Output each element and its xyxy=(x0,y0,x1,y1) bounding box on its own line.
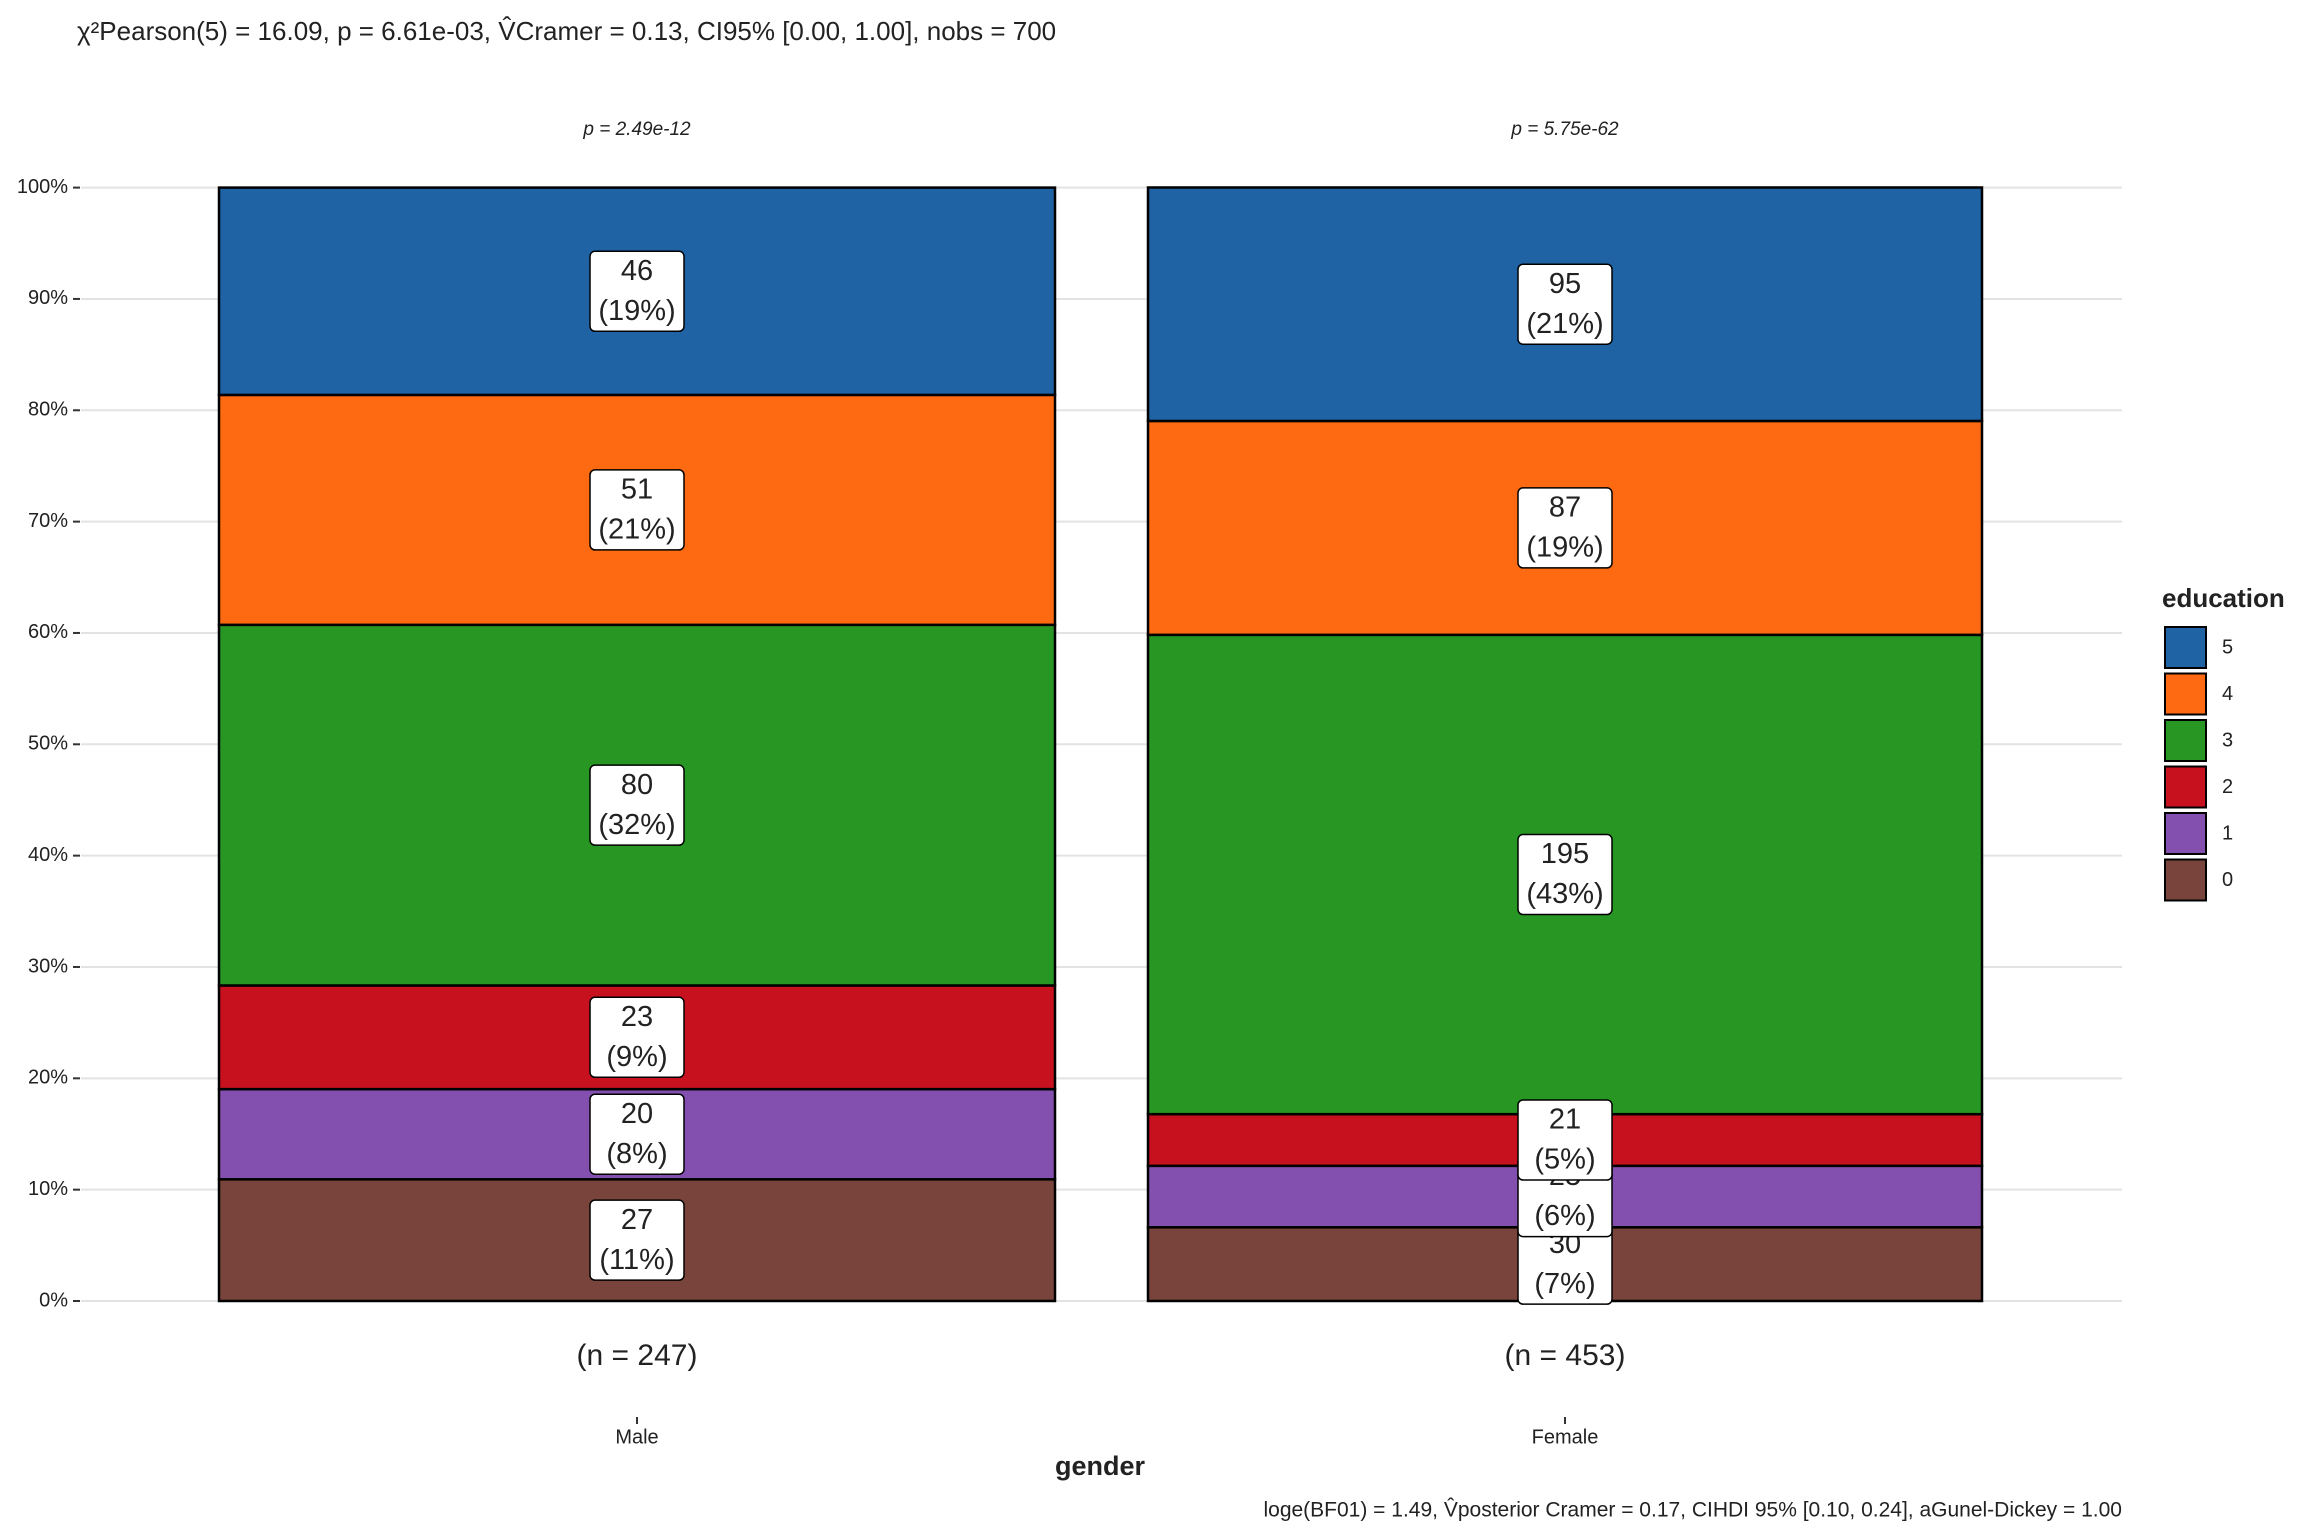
x-axis-title: gender xyxy=(1055,1451,1146,1481)
legend-label: 2 xyxy=(2222,776,2233,798)
legend-label: 5 xyxy=(2222,636,2233,658)
percent-label: (11%) xyxy=(599,1244,674,1276)
y-tick-label: 60% xyxy=(28,621,68,643)
legend-key xyxy=(2164,812,2207,855)
percent-label: (6%) xyxy=(1534,1200,1595,1232)
y-tick-label: 30% xyxy=(28,955,68,977)
x-tick-label: Female xyxy=(1532,1426,1599,1448)
y-tick-label: 20% xyxy=(28,1067,68,1089)
legend-label: 0 xyxy=(2222,869,2233,891)
percent-label: (9%) xyxy=(606,1041,667,1073)
caption: loge(BF01) = 1.49, V̂posterior Cramer = … xyxy=(1263,1498,2122,1521)
count-label: 95 xyxy=(1549,268,1581,300)
facet-label: p = 2.49e-12 xyxy=(582,119,691,140)
count-label: 195 xyxy=(1541,838,1589,870)
percent-label: (21%) xyxy=(1526,308,1603,340)
label-box xyxy=(1517,263,1613,345)
count-label: 20 xyxy=(621,1098,653,1130)
percent-label: (8%) xyxy=(606,1138,667,1170)
label-box xyxy=(1517,1099,1613,1181)
label-box xyxy=(589,469,685,551)
percent-label: (43%) xyxy=(1526,878,1603,910)
count-label: 23 xyxy=(621,1001,653,1033)
count-label: 87 xyxy=(1549,492,1581,524)
y-tick-label: 90% xyxy=(28,287,68,309)
legend-key xyxy=(2164,626,2207,669)
count-label: 51 xyxy=(621,474,653,506)
y-tick-label: 10% xyxy=(28,1178,68,1200)
n-label: (n = 247) xyxy=(577,1339,698,1372)
legend-key xyxy=(2164,765,2207,809)
label-box xyxy=(589,250,685,333)
count-label: 80 xyxy=(621,769,653,801)
y-tick-label: 50% xyxy=(28,733,68,755)
percent-label: (5%) xyxy=(1534,1144,1595,1176)
legend-label: 3 xyxy=(2222,729,2233,751)
y-tick-label: 70% xyxy=(28,510,68,532)
label-box xyxy=(1517,487,1613,569)
percent-label: (7%) xyxy=(1534,1268,1595,1300)
y-tick-label: 0% xyxy=(39,1289,68,1311)
legend-key xyxy=(2164,672,2207,716)
legend-title: education xyxy=(2162,583,2285,613)
label-box xyxy=(589,1093,685,1175)
count-label: 27 xyxy=(621,1204,653,1236)
y-tick-label: 80% xyxy=(28,399,68,421)
count-label: 21 xyxy=(1549,1104,1581,1136)
y-tick-label: 100% xyxy=(17,176,68,198)
label-box xyxy=(1517,833,1613,916)
n-label: (n = 453) xyxy=(1505,1339,1626,1372)
y-tick-label: 40% xyxy=(28,844,68,866)
percent-label: (19%) xyxy=(1526,532,1603,564)
facet-label: p = 5.75e-62 xyxy=(1510,119,1619,140)
legend-label: 1 xyxy=(2222,822,2233,844)
percent-label: (19%) xyxy=(598,295,675,327)
x-tick-label: Male xyxy=(615,1426,658,1448)
count-label: 46 xyxy=(621,255,653,287)
label-box xyxy=(589,996,685,1079)
legend-key xyxy=(2164,719,2207,762)
subtitle: χ²Pearson(5) = 16.09, p = 6.61e-03, V̂Cr… xyxy=(77,16,1056,46)
legend-label: 4 xyxy=(2222,683,2233,705)
label-box xyxy=(589,764,685,846)
label-box xyxy=(589,1199,685,1281)
percent-label: (32%) xyxy=(598,809,675,841)
percent-label: (21%) xyxy=(598,514,675,546)
legend-key xyxy=(2164,858,2207,902)
